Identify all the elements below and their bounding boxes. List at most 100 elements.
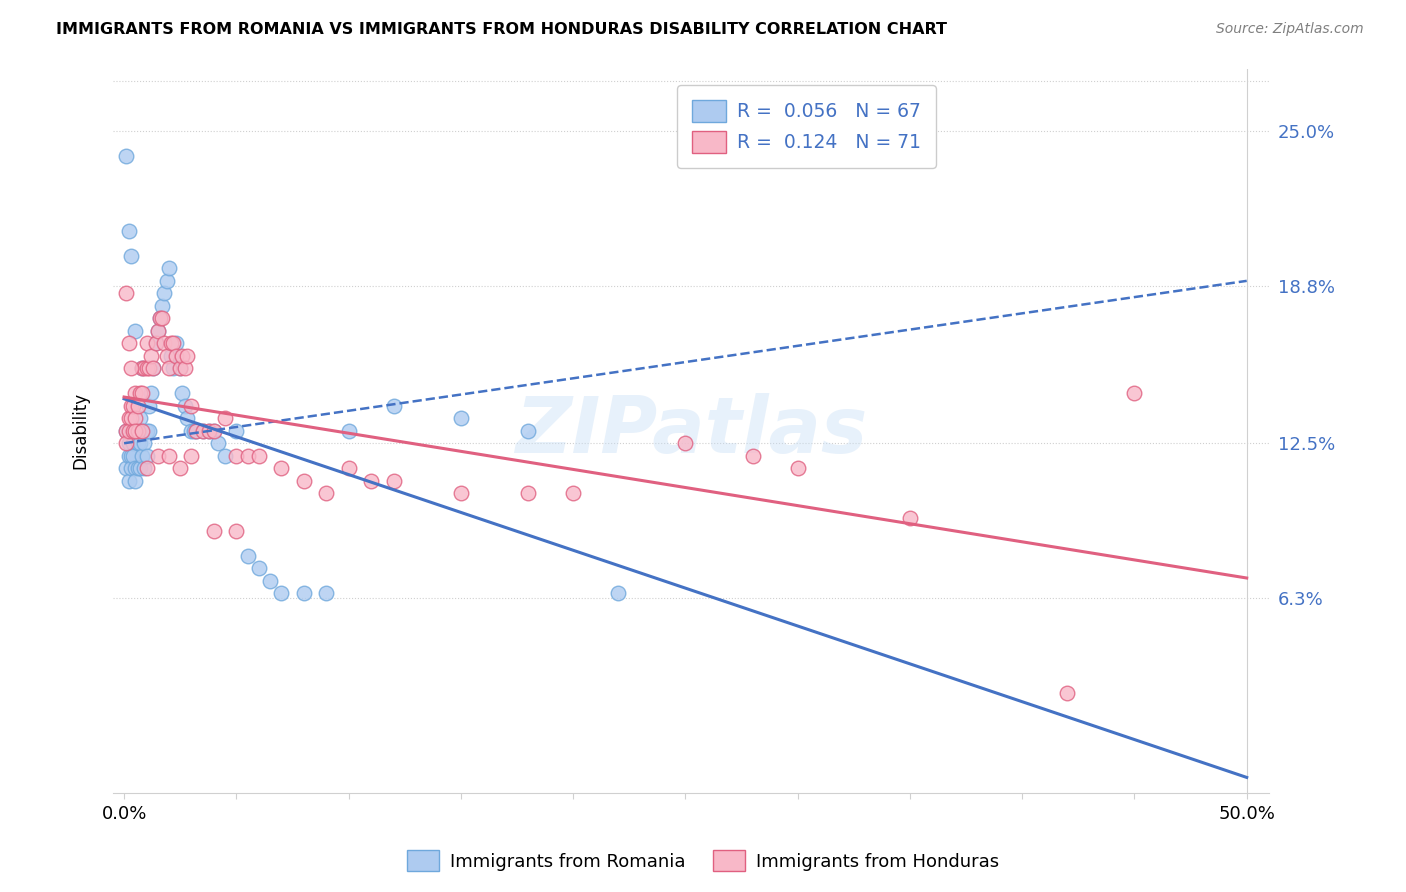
Point [149, 311, 172, 326]
Point [124, 386, 146, 401]
Point [115, 286, 138, 301]
Point [184, 424, 207, 438]
Point [236, 549, 259, 563]
Point [124, 461, 146, 475]
Point [138, 399, 160, 413]
Point [117, 424, 139, 438]
Point [131, 424, 153, 438]
Point [247, 449, 270, 463]
Point [315, 486, 337, 500]
Point [124, 324, 146, 338]
Point [120, 424, 142, 438]
Point [202, 524, 225, 538]
Point [202, 424, 225, 438]
Point [135, 461, 157, 475]
Point [127, 399, 149, 413]
Point [146, 449, 169, 463]
Point [165, 336, 187, 351]
Point [292, 474, 315, 488]
Point [142, 361, 165, 376]
Point [450, 411, 472, 425]
Point [517, 424, 540, 438]
Point [450, 486, 472, 500]
Point [162, 361, 184, 376]
Point [146, 324, 169, 338]
Point [115, 461, 138, 475]
Point [180, 424, 202, 438]
Point [180, 399, 202, 413]
Point [117, 224, 139, 238]
Point [131, 361, 153, 376]
Point [135, 361, 157, 376]
Point [898, 511, 921, 525]
Point [741, 449, 763, 463]
Point [198, 424, 221, 438]
Point [225, 424, 247, 438]
Point [259, 574, 281, 588]
Point [191, 424, 214, 438]
Point [127, 436, 149, 450]
Point [128, 461, 150, 475]
Point [122, 399, 145, 413]
Point [673, 436, 696, 450]
Point [122, 436, 145, 450]
Point [337, 461, 360, 475]
Point [176, 411, 198, 425]
Point [115, 436, 138, 450]
Point [115, 149, 138, 163]
Point [117, 436, 139, 450]
Point [131, 424, 153, 438]
Point [131, 386, 153, 401]
Point [173, 399, 195, 413]
Point [176, 349, 198, 363]
Point [117, 336, 139, 351]
Point [270, 461, 292, 475]
Point [165, 349, 187, 363]
Point [382, 474, 405, 488]
Text: IMMIGRANTS FROM ROMANIA VS IMMIGRANTS FROM HONDURAS DISABILITY CORRELATION CHART: IMMIGRANTS FROM ROMANIA VS IMMIGRANTS FR… [56, 22, 948, 37]
Point [153, 336, 176, 351]
Point [270, 586, 292, 600]
Point [315, 586, 337, 600]
Point [122, 449, 145, 463]
Point [115, 424, 138, 438]
Point [131, 361, 153, 376]
Y-axis label: Disability: Disability [72, 392, 89, 469]
Point [173, 361, 195, 376]
Point [145, 336, 167, 351]
Point [786, 461, 808, 475]
Point [145, 336, 167, 351]
Point [157, 261, 180, 276]
Point [169, 461, 191, 475]
Point [127, 424, 149, 438]
Point [120, 399, 142, 413]
Legend: Immigrants from Romania, Immigrants from Honduras: Immigrants from Romania, Immigrants from… [399, 843, 1007, 879]
Point [160, 336, 183, 351]
Point [156, 349, 179, 363]
Point [169, 361, 191, 376]
Point [191, 424, 214, 438]
Point [517, 486, 540, 500]
Point [172, 349, 194, 363]
Point [153, 286, 176, 301]
Point [162, 336, 184, 351]
Point [117, 411, 139, 425]
Point [124, 474, 146, 488]
Point [142, 361, 165, 376]
Point [1123, 386, 1146, 401]
Point [134, 361, 156, 376]
Point [120, 411, 142, 425]
Point [124, 424, 146, 438]
Point [172, 386, 194, 401]
Point [134, 461, 156, 475]
Point [183, 424, 205, 438]
Point [214, 449, 236, 463]
Point [135, 449, 157, 463]
Point [184, 424, 207, 438]
Point [120, 361, 142, 376]
Point [146, 324, 169, 338]
Point [382, 399, 405, 413]
Point [292, 586, 315, 600]
Point [120, 249, 142, 263]
Point [157, 449, 180, 463]
